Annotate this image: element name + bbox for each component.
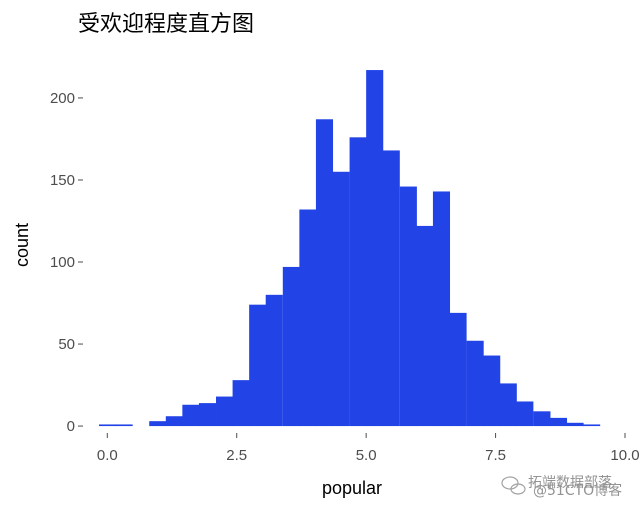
y-tick-label: 50 — [58, 336, 75, 353]
histogram-bar — [366, 70, 384, 427]
y-axis: 0 50 100 150 200 — [50, 90, 83, 435]
histogram-bar — [216, 396, 234, 427]
histogram-bar — [399, 186, 417, 427]
histogram-bar — [299, 209, 317, 427]
histogram-bar — [315, 119, 334, 427]
histogram-bar — [583, 424, 601, 427]
y-axis-label: count — [12, 223, 32, 267]
histogram-bar — [332, 171, 350, 427]
x-tick-label: 5.0 — [356, 447, 377, 464]
watermark-subtext: @51CTO博客 — [533, 482, 622, 499]
histogram-bar — [349, 137, 367, 427]
x-axis: 0.0 2.5 5.0 7.5 10.0 — [97, 433, 640, 464]
histogram-bar — [533, 411, 551, 427]
chart-title: 受欢迎程度直方图 — [78, 12, 254, 37]
histogram-bar — [282, 266, 300, 427]
y-tick-label: 150 — [50, 172, 75, 189]
x-tick-label: 2.5 — [226, 447, 247, 464]
watermark-text: 拓端数据部落 — [528, 475, 612, 491]
histogram-bar — [449, 312, 467, 427]
histogram-bar — [549, 417, 568, 427]
x-tick-label: 0.0 — [97, 447, 118, 464]
histogram-bar — [115, 424, 133, 427]
histogram-bar — [149, 421, 167, 427]
x-tick-label: 7.5 — [485, 447, 506, 464]
histogram-bar — [483, 355, 501, 427]
histogram-bar — [416, 225, 434, 427]
watermark: 拓端数据部落 @51CTO博客 — [501, 475, 622, 499]
histogram-bar — [499, 383, 517, 427]
y-tick-label: 0 — [67, 418, 75, 435]
histogram-bar — [432, 191, 451, 427]
histogram-bar — [99, 424, 117, 427]
histogram-bar — [198, 403, 217, 427]
histogram-bar — [265, 294, 283, 427]
x-tick-label: 10.0 — [610, 447, 639, 464]
histogram-bar — [182, 404, 200, 427]
histogram-bar — [516, 401, 534, 427]
histogram-bar — [382, 150, 400, 427]
x-axis-label: popular — [322, 478, 382, 498]
y-tick-label: 100 — [50, 254, 75, 271]
histogram-bar — [232, 380, 250, 427]
histogram-bar — [466, 340, 484, 427]
y-tick-label: 200 — [50, 90, 75, 107]
histogram-bar — [165, 416, 183, 427]
bars-group — [99, 70, 601, 427]
histogram-bar — [249, 304, 267, 427]
histogram-bar — [566, 422, 584, 427]
wechat-icon — [501, 476, 526, 495]
